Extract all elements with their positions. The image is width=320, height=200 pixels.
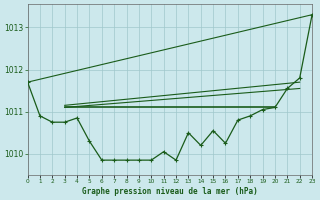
- X-axis label: Graphe pression niveau de la mer (hPa): Graphe pression niveau de la mer (hPa): [82, 187, 258, 196]
